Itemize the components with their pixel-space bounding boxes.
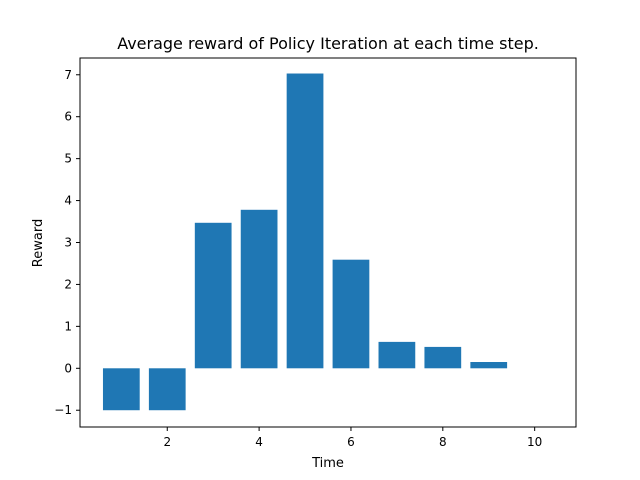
x-tick-label: 8 bbox=[439, 435, 447, 449]
bars-group bbox=[102, 73, 508, 411]
x-tick-label: 4 bbox=[255, 435, 263, 449]
x-tick-label: 10 bbox=[527, 435, 542, 449]
bar-6 bbox=[332, 259, 370, 369]
bar-8 bbox=[424, 346, 462, 369]
y-tick-label: 0 bbox=[64, 361, 72, 375]
y-tick-label: 5 bbox=[64, 152, 72, 166]
y-axis-label: Reward bbox=[31, 219, 46, 267]
y-tick-label: 4 bbox=[64, 194, 72, 208]
y-tick-label: 2 bbox=[64, 277, 72, 291]
bar-2 bbox=[148, 368, 186, 411]
bar-9 bbox=[470, 362, 508, 369]
bar-4 bbox=[240, 209, 278, 369]
y-tick-label: 1 bbox=[64, 319, 72, 333]
y-tick-label: 7 bbox=[64, 68, 72, 82]
bar-7 bbox=[378, 341, 416, 369]
y-tick-label: 6 bbox=[64, 110, 72, 124]
y-tick-label: −1 bbox=[54, 403, 72, 417]
bar-1 bbox=[102, 368, 140, 411]
bar-3 bbox=[194, 222, 232, 369]
chart-title: Average reward of Policy Iteration at ea… bbox=[117, 34, 539, 53]
x-axis: 2 4 6 8 10 bbox=[163, 427, 542, 449]
y-axis: −1 0 1 2 3 4 5 6 7 bbox=[54, 68, 80, 417]
x-tick-label: 6 bbox=[347, 435, 355, 449]
bar-5 bbox=[286, 73, 324, 369]
x-axis-label: Time bbox=[311, 456, 344, 471]
y-tick-label: 3 bbox=[64, 236, 72, 250]
x-tick-label: 2 bbox=[163, 435, 171, 449]
